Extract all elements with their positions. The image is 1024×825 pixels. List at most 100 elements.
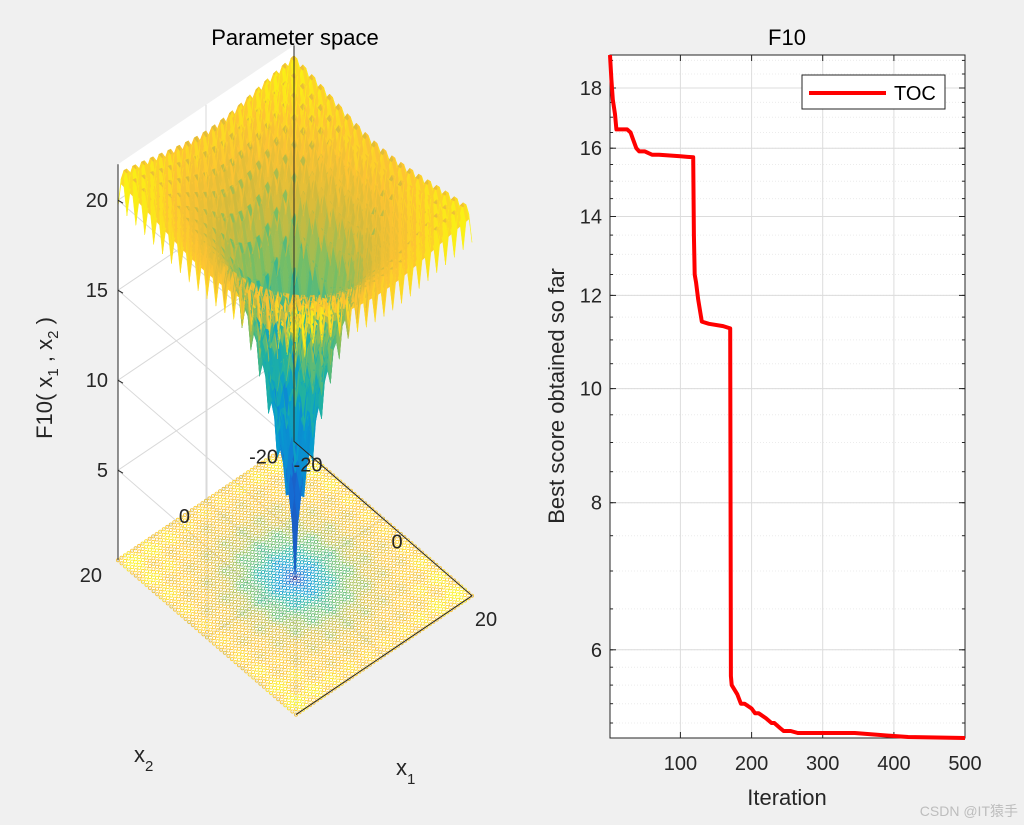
contour-point [229, 629, 234, 634]
contour-point [211, 515, 216, 520]
contour-point [144, 577, 149, 582]
contour-point [267, 461, 272, 466]
contour-point [388, 572, 393, 577]
contour-point [420, 605, 425, 610]
contour-point [377, 584, 382, 589]
contour-point [144, 572, 149, 577]
contour-point [228, 482, 233, 487]
contour-point [434, 584, 439, 589]
contour-point [327, 514, 332, 519]
contour-point [455, 597, 460, 602]
contour-point [249, 506, 254, 511]
contour-point [211, 510, 216, 515]
contour-point [385, 650, 390, 655]
contour-point [363, 577, 368, 582]
contour-point [313, 490, 318, 495]
contour-point [186, 527, 191, 532]
contour-point [215, 639, 220, 644]
contour-point [257, 572, 262, 577]
contour-point [381, 620, 386, 625]
contour-point [388, 648, 393, 653]
contour-point [384, 552, 389, 557]
contour-point [309, 482, 314, 487]
contour-point [346, 616, 351, 621]
contour-point [286, 613, 291, 618]
contour-point [267, 543, 272, 548]
contour-point [359, 498, 364, 503]
contour-point [189, 524, 194, 529]
contour-point [289, 600, 294, 605]
contour-point [207, 534, 212, 539]
contour-point [427, 616, 432, 621]
contour-point [282, 561, 287, 566]
contour-point [349, 538, 354, 543]
contour-point [289, 638, 294, 643]
contour-point [261, 657, 266, 662]
contour-point [289, 583, 294, 588]
contour-point [169, 599, 174, 604]
contour-point [261, 673, 266, 678]
contour-point [275, 631, 280, 636]
contour-point [395, 627, 400, 632]
contour-point [349, 614, 354, 619]
contour-point [373, 526, 378, 531]
contour-point [370, 562, 375, 567]
contour-point [363, 523, 368, 528]
contour-point [226, 632, 231, 637]
contour-point [388, 533, 393, 538]
contour-point [303, 503, 308, 508]
contour-point [265, 677, 270, 682]
contour-point [409, 568, 414, 573]
contour-point [431, 598, 436, 603]
contour-point [314, 671, 319, 676]
contour-point [274, 522, 279, 527]
contour-point [218, 620, 223, 625]
contour-point [357, 658, 362, 663]
contour-point [385, 607, 390, 612]
contour-point [328, 535, 333, 540]
contour-point [236, 641, 241, 646]
contour-point [353, 639, 358, 644]
contour-point [232, 534, 237, 539]
contour-point [278, 580, 283, 585]
contour-point [352, 502, 357, 507]
contour-point [395, 632, 400, 637]
contour-point [239, 491, 244, 496]
contour-point [285, 591, 290, 596]
contour-point [300, 664, 305, 669]
contour-point [247, 612, 252, 617]
contour-point [343, 673, 348, 678]
contour-point [279, 607, 284, 612]
contour-point [366, 537, 371, 542]
contour-point [346, 649, 351, 654]
contour-point [349, 510, 354, 515]
contour-point [179, 515, 184, 520]
contour-point [253, 531, 258, 536]
contour-point [320, 491, 325, 496]
contour-point [243, 538, 248, 543]
contour-point [253, 558, 258, 563]
contour-point [325, 680, 330, 685]
contour-point [402, 611, 407, 616]
contour-point [342, 559, 347, 564]
contour-point [204, 580, 209, 585]
contour-point [229, 591, 234, 596]
contour-point [190, 595, 195, 600]
contour-point [297, 672, 302, 677]
contour-point [176, 599, 181, 604]
contour-point [144, 555, 149, 560]
contour-point [381, 533, 386, 538]
contour-point [232, 561, 237, 566]
contour-point [300, 669, 305, 674]
contour-point [309, 465, 314, 470]
contour-point [204, 629, 209, 634]
contour-point [313, 545, 318, 550]
contour-point [151, 556, 156, 561]
contour-point [306, 561, 311, 566]
contour-point [420, 588, 425, 593]
contour-point [322, 682, 327, 687]
contour-point [236, 592, 241, 597]
contour-point [297, 682, 302, 687]
contour-point [179, 581, 184, 586]
contour-point [261, 652, 266, 657]
